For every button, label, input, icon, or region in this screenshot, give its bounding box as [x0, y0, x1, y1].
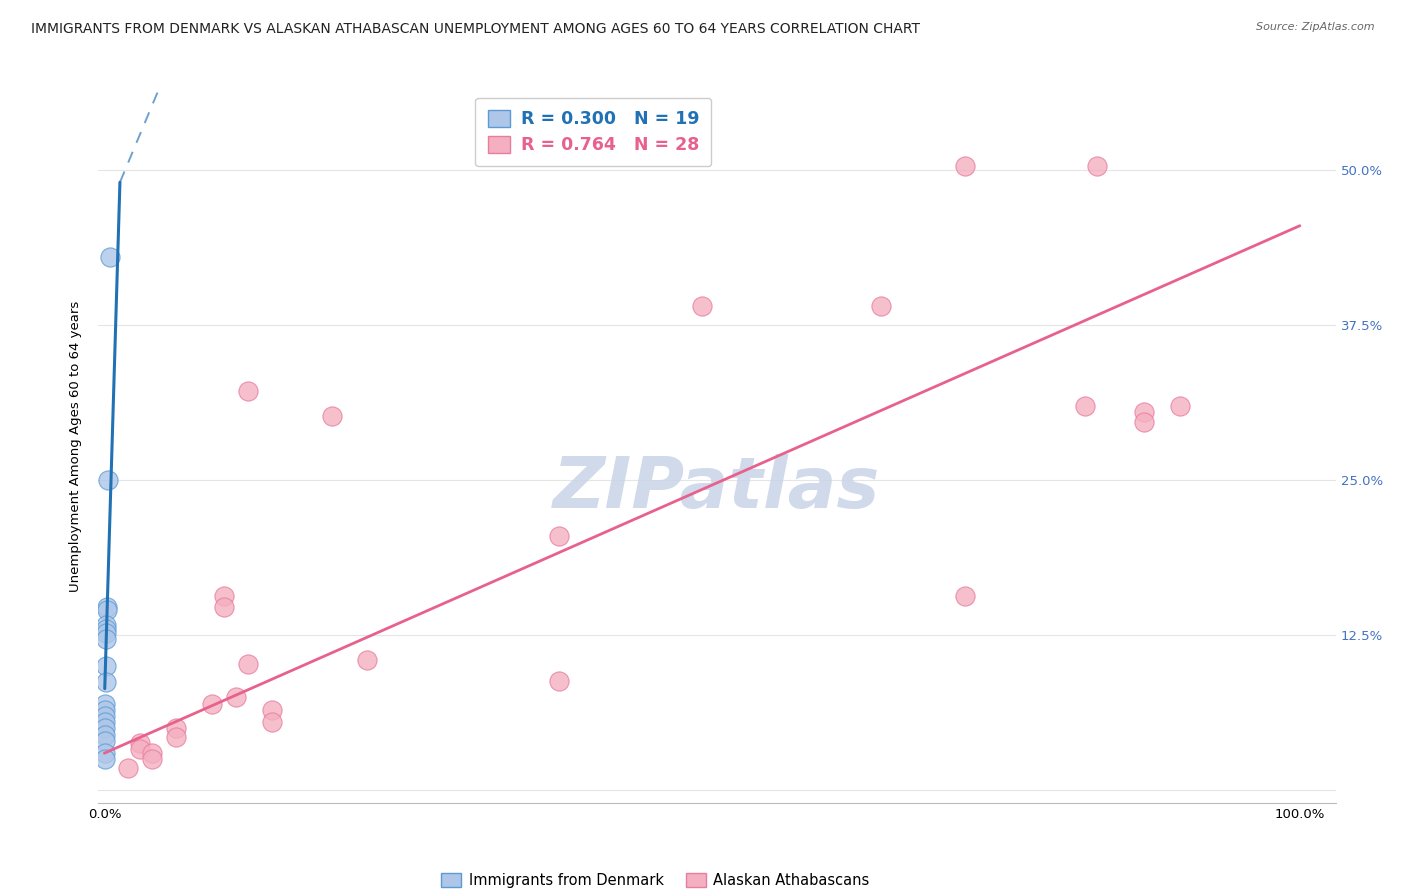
Point [212, 599, 235, 614]
Point [141, 746, 163, 760]
Point [236, 384, 259, 398]
Point [117, 761, 139, 775]
Point [94, 625, 117, 640]
Point [94, 733, 117, 747]
Point [260, 715, 283, 730]
Point [1168, 399, 1191, 413]
Point [236, 657, 259, 671]
Point [129, 736, 152, 750]
Point [94, 697, 117, 711]
Point [165, 722, 187, 736]
Point [93, 752, 115, 766]
Point [94, 722, 117, 736]
Point [94, 715, 117, 730]
Point [690, 299, 713, 313]
Point [547, 674, 569, 689]
Point [129, 742, 152, 756]
Point [225, 690, 247, 705]
Point [94, 632, 117, 646]
Text: IMMIGRANTS FROM DENMARK VS ALASKAN ATHABASCAN UNEMPLOYMENT AMONG AGES 60 TO 64 Y: IMMIGRANTS FROM DENMARK VS ALASKAN ATHAB… [31, 22, 920, 37]
Point [1073, 399, 1095, 413]
Point [97, 473, 120, 487]
Point [94, 727, 117, 741]
Point [260, 703, 283, 717]
Point [141, 752, 163, 766]
Point [96, 599, 118, 614]
Text: ZIPatlas: ZIPatlas [554, 454, 880, 524]
Point [94, 703, 117, 717]
Point [953, 589, 976, 603]
Point [96, 622, 118, 636]
Point [201, 697, 224, 711]
Point [94, 659, 117, 673]
Text: Source: ZipAtlas.com: Source: ZipAtlas.com [1257, 22, 1375, 32]
Point [96, 618, 118, 632]
Point [1085, 159, 1108, 173]
Point [953, 159, 976, 173]
Point [94, 709, 117, 723]
Point [94, 675, 117, 690]
Point [547, 529, 569, 543]
Y-axis label: Unemployment Among Ages 60 to 64 years: Unemployment Among Ages 60 to 64 years [69, 301, 83, 591]
Point [1133, 405, 1156, 419]
Point [165, 730, 187, 744]
Point [356, 653, 378, 667]
Point [212, 589, 235, 603]
Point [93, 746, 115, 760]
Point [98, 250, 121, 264]
Legend: Immigrants from Denmark, Alaskan Athabascans: Immigrants from Denmark, Alaskan Athabas… [434, 867, 876, 892]
Point [96, 603, 118, 617]
Point [321, 409, 343, 423]
Point [870, 299, 893, 313]
Point [1133, 415, 1156, 429]
